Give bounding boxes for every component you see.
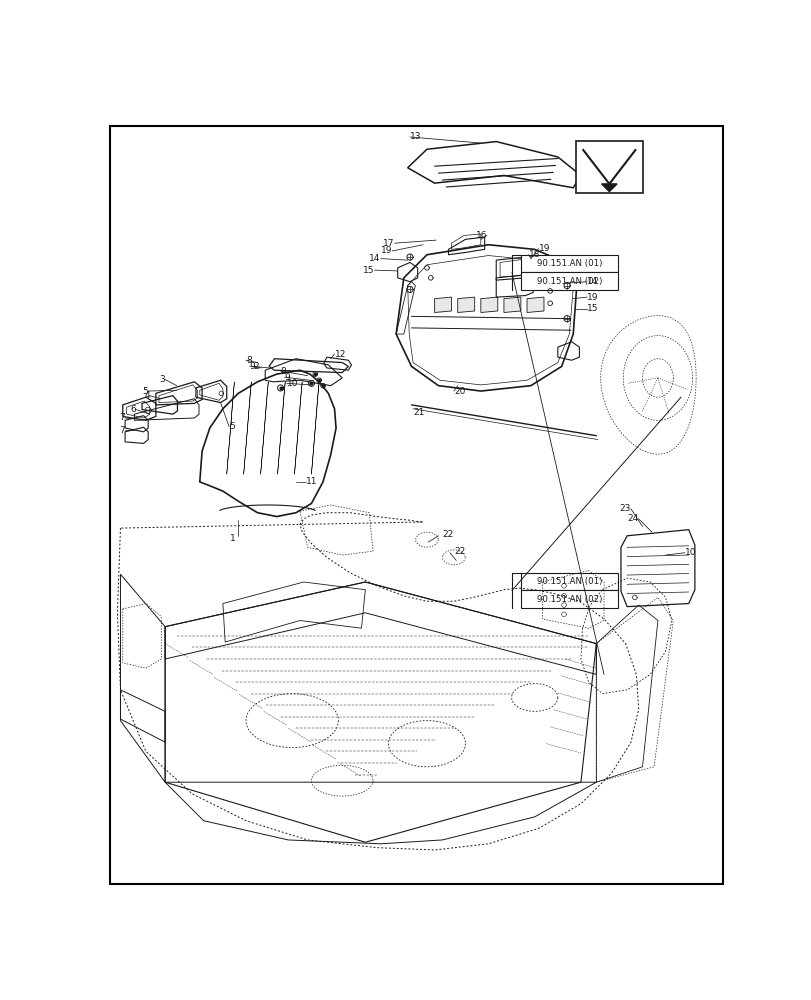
Text: 10: 10 — [286, 379, 298, 388]
Text: 19: 19 — [380, 246, 392, 255]
Text: 21: 21 — [413, 408, 424, 417]
Bar — [521, 272, 617, 290]
Text: 19: 19 — [538, 244, 549, 253]
Text: 15: 15 — [586, 304, 598, 313]
Text: 14: 14 — [586, 277, 598, 286]
Text: 13: 13 — [410, 132, 421, 141]
Text: 7: 7 — [119, 426, 125, 435]
Polygon shape — [526, 297, 543, 312]
Polygon shape — [457, 297, 474, 312]
Bar — [521, 255, 617, 272]
Text: 1: 1 — [230, 534, 236, 543]
Bar — [521, 590, 617, 608]
Text: 24: 24 — [627, 514, 638, 523]
Polygon shape — [601, 184, 616, 192]
Text: 12: 12 — [334, 350, 345, 359]
Bar — [521, 573, 617, 590]
Text: 9: 9 — [250, 362, 255, 371]
Text: 5: 5 — [142, 387, 148, 396]
Text: 19: 19 — [586, 293, 598, 302]
Text: 6: 6 — [130, 405, 135, 414]
Bar — [575, 141, 642, 193]
Text: 23: 23 — [619, 504, 630, 513]
Text: 8: 8 — [281, 367, 286, 376]
Polygon shape — [434, 297, 451, 312]
Text: 90.151.AN (01): 90.151.AN (01) — [536, 259, 602, 268]
Text: 90.151.AN (02): 90.151.AN (02) — [536, 277, 602, 286]
Text: 22: 22 — [442, 530, 453, 539]
Text: 16: 16 — [475, 231, 487, 240]
Text: 10: 10 — [684, 548, 696, 557]
Polygon shape — [504, 297, 520, 312]
Text: 9: 9 — [284, 373, 290, 382]
Text: 90.151.AN (02): 90.151.AN (02) — [536, 595, 602, 604]
Text: 14: 14 — [369, 254, 380, 263]
Text: 17: 17 — [383, 239, 394, 248]
Text: 7: 7 — [119, 413, 125, 422]
Text: 90.151.AN (01): 90.151.AN (01) — [536, 577, 602, 586]
Text: 2: 2 — [253, 362, 259, 371]
Text: 11: 11 — [306, 477, 317, 486]
Text: 5: 5 — [229, 422, 234, 431]
Polygon shape — [480, 297, 497, 312]
Text: 3: 3 — [159, 375, 165, 384]
Text: 20: 20 — [453, 387, 465, 396]
Text: 15: 15 — [363, 266, 374, 275]
Text: 4: 4 — [144, 391, 149, 400]
Text: 22: 22 — [453, 547, 465, 556]
Text: 18: 18 — [528, 250, 539, 259]
Text: 8: 8 — [246, 356, 251, 365]
